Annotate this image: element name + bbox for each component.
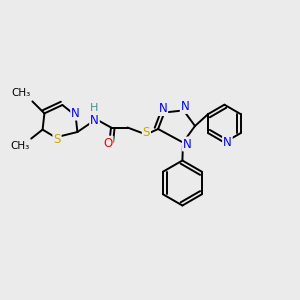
Text: N: N (90, 113, 99, 127)
Text: S: S (143, 126, 150, 139)
Text: CH₃: CH₃ (12, 88, 31, 98)
Text: N: N (71, 106, 80, 120)
Text: N: N (183, 137, 192, 151)
Text: N: N (158, 102, 167, 115)
Text: CH₃: CH₃ (11, 141, 30, 151)
Text: S: S (53, 133, 61, 146)
Text: N: N (181, 100, 190, 113)
Text: O: O (103, 136, 112, 150)
Text: N: N (223, 136, 232, 149)
Text: H: H (90, 103, 99, 113)
